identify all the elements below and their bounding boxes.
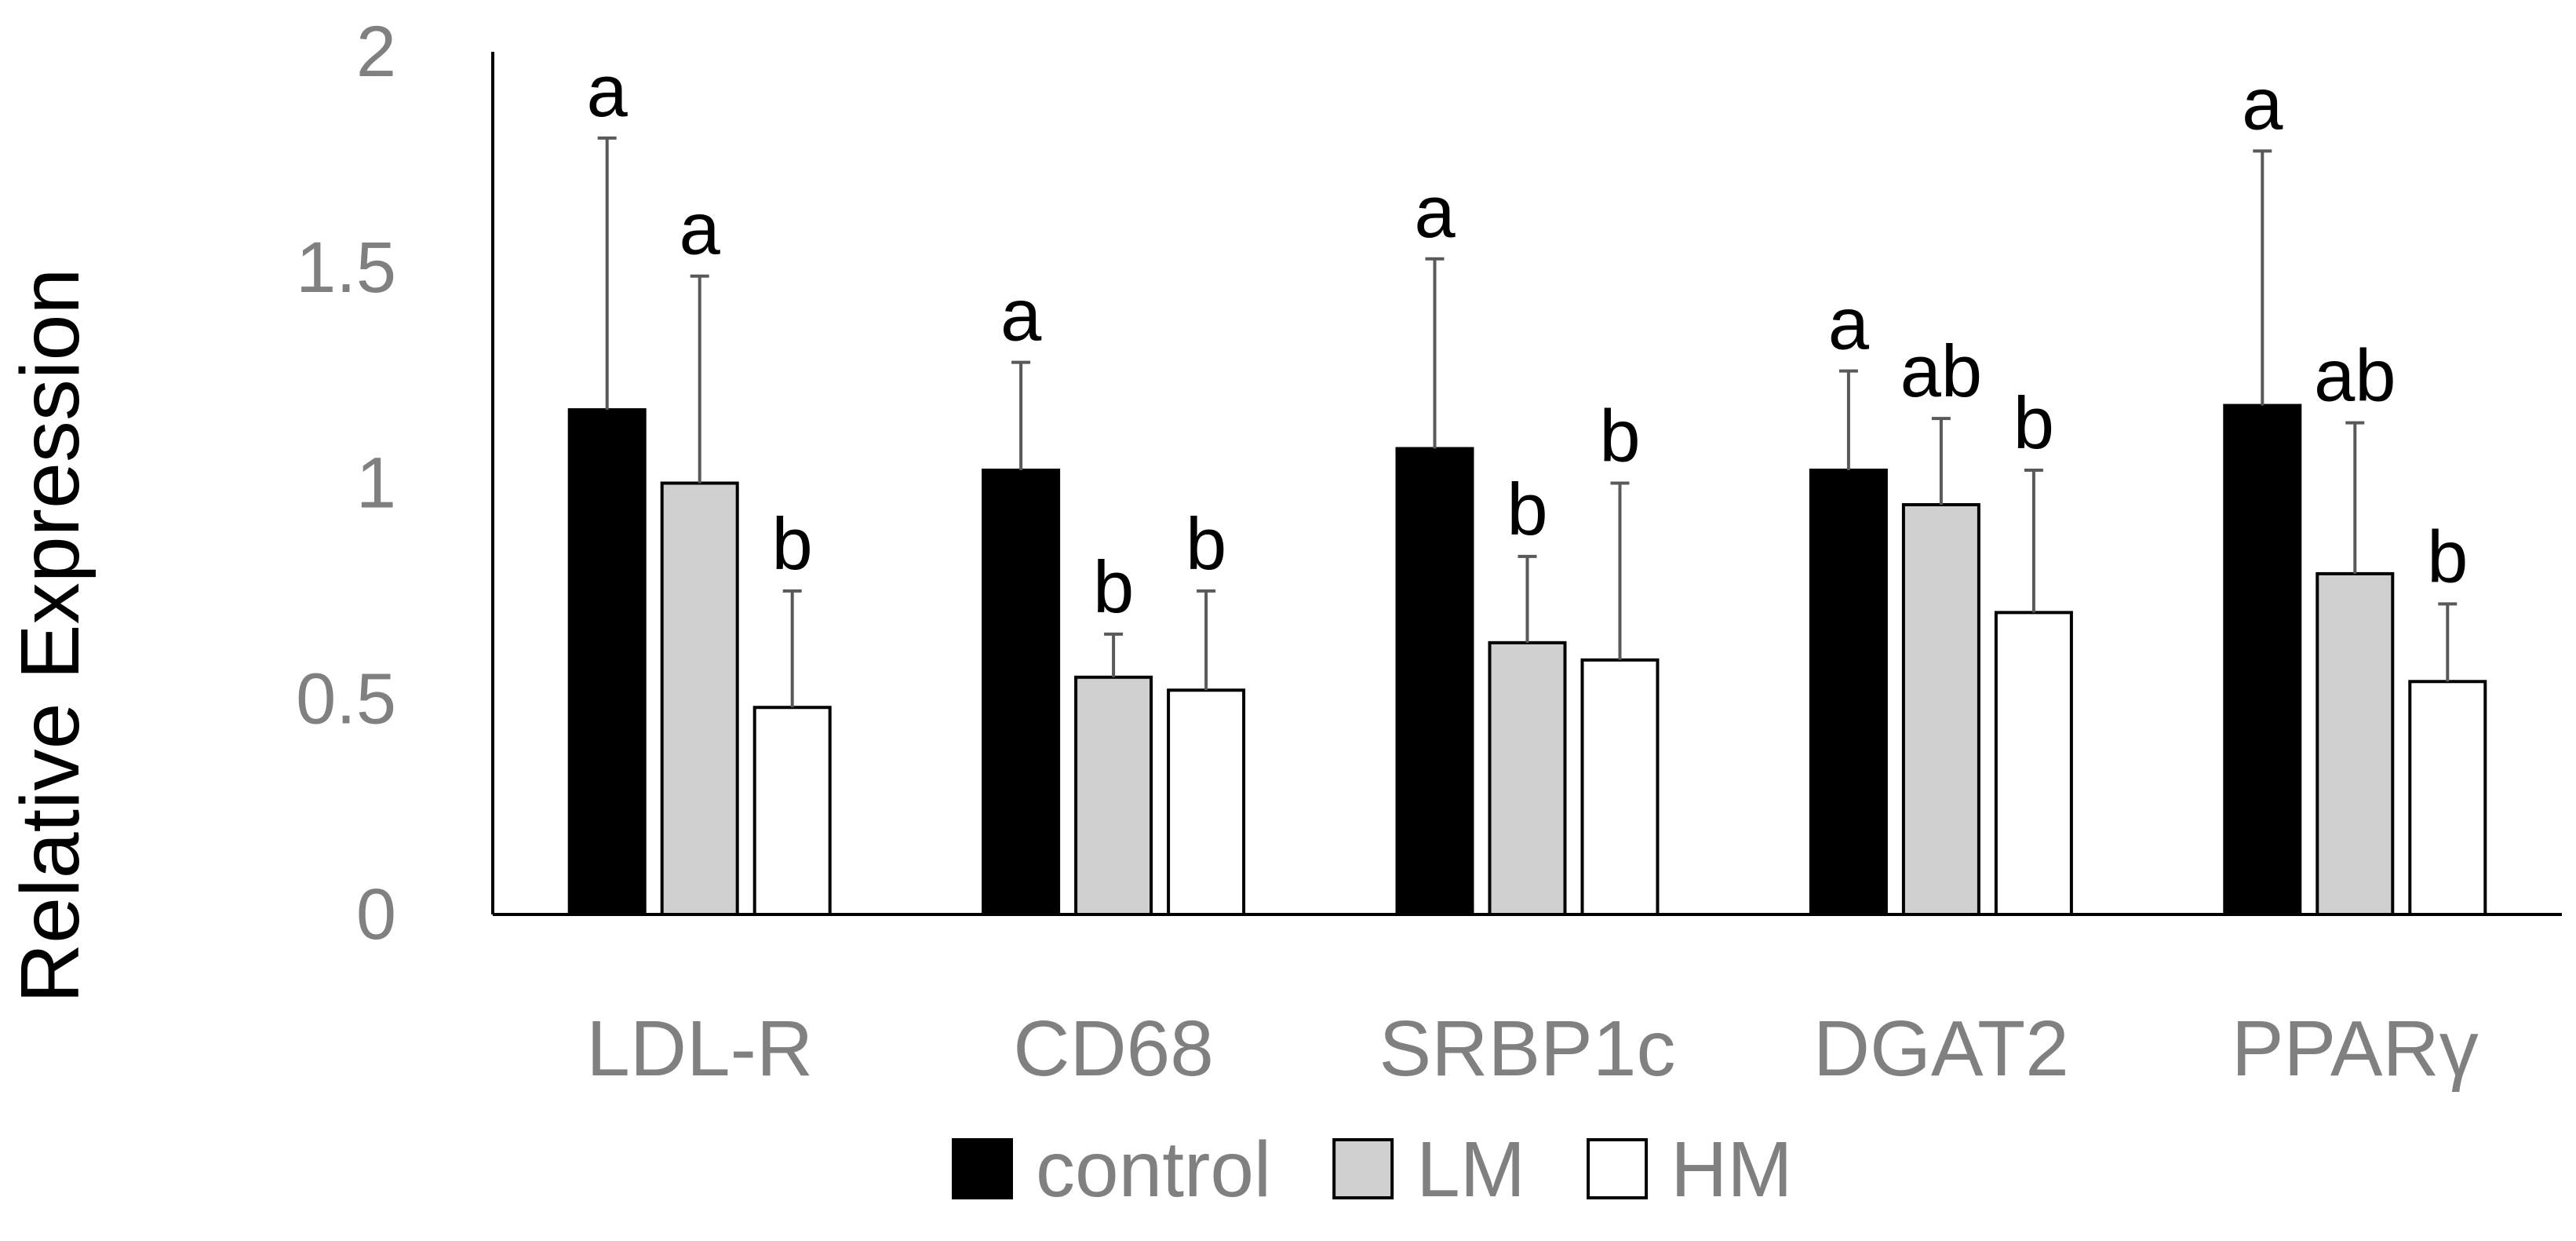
bar-control-4 [2223, 403, 2302, 916]
bar-HM-3 [1994, 611, 2073, 916]
bar-HM-1 [1167, 688, 1246, 916]
bar-control-1 [982, 469, 1061, 916]
significance-label: a [1414, 170, 1456, 253]
significance-label: ab [2314, 334, 2396, 417]
bar-HM-4 [2408, 680, 2487, 917]
legend-label-HM: HM [1671, 1126, 1793, 1214]
significance-label: a [2242, 62, 2283, 144]
significance-label: b [772, 502, 813, 585]
significance-label: b [2013, 381, 2054, 464]
bars [567, 403, 2487, 917]
significance-label: b [2427, 515, 2468, 597]
legend-swatch-control [952, 1138, 1013, 1199]
y-axis-title: Relative Expression [4, 268, 97, 1004]
bar-LM-4 [2315, 571, 2395, 917]
bar-LM-2 [1488, 641, 1567, 916]
y-axis-ticks: 0 0.5 1 1.5 2 [296, 12, 396, 954]
significance-label: b [1093, 546, 1134, 628]
significance-label: a [587, 49, 629, 132]
significance-label: b [1186, 502, 1226, 585]
category-labels: LDL-R CD68 SRBP1c DGAT2 PPARγ [586, 1005, 2479, 1093]
y-tick-label: 1 [356, 443, 396, 524]
legend-label-LM: LM [1416, 1126, 1525, 1214]
significance-label: b [1507, 468, 1547, 550]
significance-label: a [680, 188, 721, 270]
category-label: DGAT2 [1813, 1005, 2069, 1093]
legend-swatch-HM [1587, 1138, 1649, 1199]
bar-control-0 [567, 408, 647, 916]
category-label: PPARγ [2232, 1005, 2479, 1093]
y-tick-label: 2 [356, 12, 396, 92]
legend: control LM HM [952, 1126, 1793, 1214]
y-tick-label: 0.5 [296, 659, 396, 739]
error-bars [597, 136, 2458, 708]
category-label: CD68 [1013, 1005, 1214, 1093]
y-tick-label: 0 [356, 874, 396, 954]
bar-HM-0 [752, 706, 832, 916]
legend-label-control: control [1036, 1126, 1271, 1214]
significance-label: a [1000, 274, 1042, 356]
bar-LM-3 [1901, 502, 1980, 916]
category-label: SRBP1c [1379, 1005, 1676, 1093]
significance-label: a [1828, 283, 1870, 365]
y-tick-label: 1.5 [296, 228, 396, 308]
bar-HM-2 [1580, 658, 1660, 916]
bar-control-3 [1809, 469, 1888, 916]
bar-LM-0 [660, 481, 739, 916]
category-label: LDL-R [586, 1005, 813, 1093]
legend-swatch-LM [1332, 1138, 1394, 1199]
bar-LM-1 [1074, 675, 1153, 917]
significance-label: b [1599, 395, 1640, 477]
bar-control-2 [1395, 447, 1474, 916]
significance-label: ab [1900, 330, 1983, 412]
